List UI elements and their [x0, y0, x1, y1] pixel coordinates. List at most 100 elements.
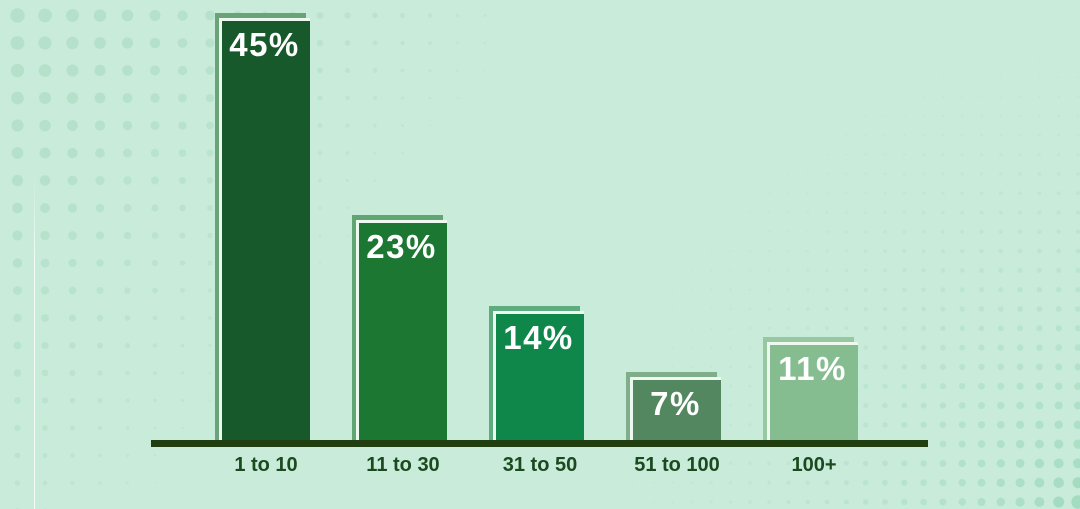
halftone-dot — [1037, 210, 1042, 215]
halftone-dot — [40, 286, 50, 295]
halftone-dot — [729, 230, 732, 233]
halftone-dot — [883, 153, 887, 156]
halftone-dot — [882, 326, 888, 331]
halftone-dot — [939, 402, 947, 409]
halftone-dot — [1036, 306, 1043, 312]
halftone-dot — [902, 210, 906, 215]
halftone-dot — [749, 192, 751, 195]
bar-group-3: 14% — [489, 306, 584, 441]
halftone-dot — [825, 326, 830, 331]
halftone-dot — [709, 481, 713, 485]
halftone-dot — [920, 460, 927, 467]
halftone-dot — [1037, 133, 1041, 137]
halftone-dot — [902, 230, 907, 234]
halftone-dot — [671, 500, 674, 504]
halftone-dot — [1074, 363, 1080, 371]
halftone-dot — [178, 121, 187, 130]
halftone-dot — [95, 203, 105, 213]
halftone-dot — [13, 313, 22, 323]
halftone-dot — [39, 119, 51, 132]
halftone-dot — [920, 344, 927, 351]
halftone-dot — [372, 40, 378, 46]
halftone-dot — [1056, 229, 1061, 234]
halftone-dot — [180, 315, 185, 321]
halftone-dot — [11, 174, 24, 187]
halftone-dot — [1034, 497, 1045, 507]
halftone-dot — [93, 9, 107, 22]
halftone-dot — [1018, 153, 1022, 157]
bar-value-label-3: 14% — [503, 319, 574, 356]
halftone-dot — [977, 497, 986, 507]
halftone-dot — [845, 134, 848, 137]
halftone-dot — [902, 191, 906, 195]
halftone-dot — [428, 68, 432, 73]
halftone-dot — [901, 421, 908, 428]
halftone-dot — [845, 191, 848, 195]
halftone-dot — [806, 192, 809, 195]
bar-4 — [630, 377, 721, 441]
halftone-dot — [95, 231, 105, 240]
halftone-dot — [1036, 287, 1043, 293]
halftone-dot — [456, 69, 459, 72]
halftone-dot — [121, 37, 134, 49]
halftone-dot — [843, 480, 849, 486]
halftone-dot — [97, 370, 103, 376]
halftone-dot — [768, 230, 771, 233]
halftone-dot — [207, 205, 213, 211]
halftone-dot — [806, 288, 810, 292]
halftone-dot — [940, 268, 946, 273]
halftone-dot — [883, 210, 887, 215]
halftone-dot — [959, 363, 966, 370]
halftone-dot — [921, 249, 926, 254]
halftone-dot — [345, 95, 350, 101]
halftone-dot — [1076, 152, 1080, 157]
halftone-dot — [151, 204, 159, 212]
halftone-dot — [883, 172, 887, 176]
halftone-dot — [1017, 287, 1023, 293]
halftone-dot — [401, 151, 404, 155]
halftone-dot — [940, 287, 946, 293]
halftone-dot — [999, 114, 1003, 118]
halftone-dot — [1075, 286, 1080, 293]
halftone-dot — [122, 92, 133, 104]
halftone-dot — [845, 172, 848, 176]
halftone-dot — [1073, 420, 1080, 430]
halftone-dot — [959, 344, 966, 351]
halftone-dot — [940, 249, 945, 254]
halftone-dot — [125, 426, 130, 430]
halftone-dot — [902, 249, 907, 254]
halftone-dot — [1017, 306, 1023, 312]
halftone-dot — [843, 499, 849, 505]
halftone-dot — [768, 173, 771, 175]
halftone-dot — [978, 363, 985, 371]
halftone-dot — [690, 365, 694, 369]
halftone-dot — [710, 230, 713, 233]
halftone-dot — [346, 234, 349, 237]
halftone-dot — [844, 268, 849, 273]
halftone-dot — [922, 95, 925, 98]
halftone-dot — [787, 172, 790, 175]
halftone-dot — [824, 499, 830, 505]
halftone-dot — [901, 345, 907, 351]
halftone-dot — [652, 346, 655, 349]
halftone-dot — [787, 268, 790, 272]
halftone-dot — [921, 229, 926, 234]
halftone-dot — [1071, 495, 1080, 509]
halftone-dot — [372, 12, 378, 19]
halftone-dot — [882, 306, 888, 312]
halftone-dot — [710, 250, 713, 253]
halftone-dot — [806, 230, 810, 234]
halftone-dot — [729, 250, 732, 253]
halftone-dot — [1074, 344, 1080, 351]
halftone-dot — [96, 314, 104, 322]
halftone-dot — [400, 13, 405, 18]
halftone-dot — [729, 423, 733, 427]
halftone-dot — [208, 399, 212, 402]
halftone-dot — [1016, 420, 1025, 429]
halftone-dot — [996, 459, 1005, 468]
halftone-dot — [428, 41, 432, 45]
halftone-dot — [863, 268, 868, 273]
halftone-dot — [41, 369, 49, 377]
